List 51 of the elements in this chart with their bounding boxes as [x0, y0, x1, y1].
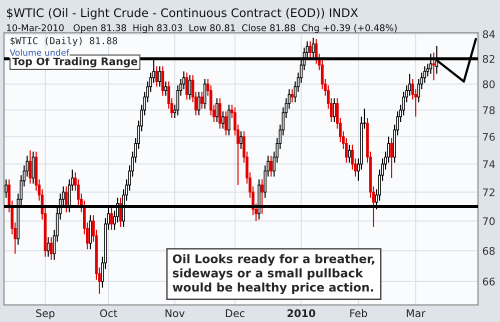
annotation: Volume undef — [10, 49, 70, 56]
y-tick-label: 66 — [482, 278, 495, 286]
x-tick-label: Oct — [100, 309, 118, 318]
candlestick — [110, 207, 113, 230]
y-tick-label: 70 — [483, 217, 495, 226]
candlestick — [161, 66, 164, 96]
candlestick — [188, 74, 192, 100]
x-tick-label: Nov — [166, 309, 185, 318]
candlestick — [89, 214, 92, 250]
candlestick — [270, 155, 273, 178]
candlestick — [224, 110, 228, 136]
candlestick — [348, 144, 351, 164]
candlestick — [203, 78, 206, 110]
candlestick — [432, 52, 436, 81]
y-tick-label: 78 — [483, 106, 495, 114]
x-tick-label: 2010 — [288, 309, 316, 318]
annotation: $WTIC (Daily) 81.88 — [10, 36, 118, 46]
candlestick — [218, 98, 222, 130]
y-tick-label: 72 — [483, 188, 494, 196]
candlestick — [260, 178, 264, 214]
candlestick — [332, 98, 336, 123]
candlestick — [216, 98, 218, 123]
candlestick — [240, 130, 242, 150]
candlestick — [390, 137, 393, 179]
candlestick — [164, 80, 168, 96]
y-tick-label: 68 — [482, 246, 495, 255]
candlestick — [197, 91, 200, 116]
y-tick-label: 80 — [482, 80, 495, 88]
x-tick-label: Mar — [406, 309, 426, 318]
candlestick — [222, 110, 224, 130]
ref-line-label: Top Of Trading Range — [12, 57, 138, 68]
candlestick — [158, 66, 162, 88]
y-tick-label: 74 — [483, 160, 495, 168]
x-tick-label: Dec — [226, 309, 244, 318]
candlestick — [228, 104, 230, 136]
candlestick — [308, 40, 312, 58]
candlestick — [200, 91, 204, 110]
candlestick — [32, 151, 35, 184]
y-tick-label: 82 — [482, 55, 494, 63]
candlestick — [28, 150, 32, 184]
x-tick-label: Feb — [350, 309, 368, 318]
candlestick — [290, 88, 294, 103]
chart-title: $WTIC (Oil - Light Crude - Continuous Contract (EOD)) INDX — [6, 8, 358, 20]
annotation: Oil Looks ready for a breather, sideways or a small pullback would be healthy price action. — [172, 254, 374, 294]
x-tick-label: Sep — [36, 309, 55, 320]
y-tick-label: 76 — [483, 132, 495, 141]
chart-subtitle: 10-Mar-2010 Open 81.38 High 83.03 Low 80.81 Close 81.88 Chg +0.39 (+0.48%) — [7, 24, 397, 34]
y-tick-label: 84 — [482, 30, 495, 38]
candlestick — [119, 197, 122, 228]
candlestick — [185, 72, 188, 100]
candlestick — [155, 66, 158, 88]
